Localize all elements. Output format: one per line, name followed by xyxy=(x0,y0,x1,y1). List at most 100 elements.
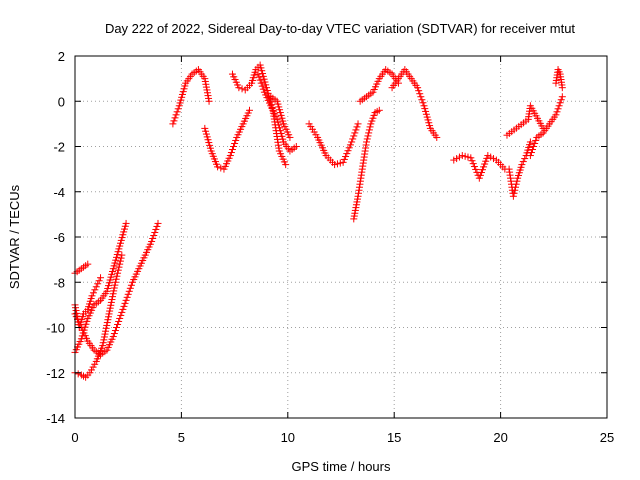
data-point xyxy=(91,286,99,294)
data-point xyxy=(153,222,161,230)
x-tick-label: 25 xyxy=(600,430,614,445)
data-point xyxy=(111,281,119,289)
chart-title: Day 222 of 2022, Sidereal Day-to-day VTE… xyxy=(105,21,575,36)
data-point xyxy=(351,129,359,137)
data-point xyxy=(111,278,119,286)
data-point xyxy=(116,260,124,268)
data-point xyxy=(339,158,347,166)
data-point xyxy=(458,152,466,160)
data-point xyxy=(122,219,130,227)
data-point xyxy=(82,320,90,328)
y-tick-label: -4 xyxy=(53,185,65,200)
data-point xyxy=(349,135,357,143)
data-point xyxy=(171,114,179,122)
data-point xyxy=(519,158,527,166)
data-point xyxy=(343,150,351,158)
data-point xyxy=(125,287,133,295)
data-point xyxy=(331,161,339,169)
data-point xyxy=(464,153,472,161)
data-point xyxy=(282,161,290,169)
data-point xyxy=(419,99,427,107)
data-point xyxy=(126,284,134,292)
data-point xyxy=(414,84,422,92)
y-tick-label: 2 xyxy=(58,49,65,64)
data-point xyxy=(94,280,102,288)
data-point xyxy=(88,292,96,300)
data-point xyxy=(108,296,116,304)
data-point xyxy=(344,147,352,155)
data-point xyxy=(484,152,492,160)
data-point xyxy=(258,82,266,90)
data-point xyxy=(102,327,110,335)
data-point xyxy=(169,120,177,128)
data-point xyxy=(115,263,123,271)
data-point xyxy=(255,73,263,81)
data-point xyxy=(149,235,157,243)
x-tick-label: 10 xyxy=(281,430,295,445)
data-point xyxy=(124,290,132,298)
data-point xyxy=(556,99,564,107)
data-point xyxy=(526,152,534,160)
data-point xyxy=(107,301,115,309)
y-tick-label: 0 xyxy=(58,94,65,109)
data-point xyxy=(510,189,518,197)
data-point xyxy=(152,225,160,233)
data-point xyxy=(110,284,118,292)
data-point xyxy=(416,90,424,98)
data-point xyxy=(455,153,463,161)
data-point xyxy=(472,165,480,173)
data-point xyxy=(112,275,120,283)
data-point xyxy=(95,277,103,285)
data-point xyxy=(111,327,119,335)
data-point xyxy=(526,138,534,146)
data-point xyxy=(363,138,371,146)
data-point xyxy=(110,330,118,338)
data-point xyxy=(172,111,180,119)
data-point xyxy=(417,93,425,101)
data-point xyxy=(173,108,181,116)
data-point xyxy=(117,311,125,319)
x-tick-label: 20 xyxy=(493,430,507,445)
data-point xyxy=(418,96,426,104)
data-point xyxy=(512,180,520,188)
data-point xyxy=(92,283,100,291)
data-point xyxy=(205,97,213,105)
data-point xyxy=(558,84,566,92)
data-point xyxy=(509,192,517,200)
data-point xyxy=(557,96,565,104)
y-tick-label: -6 xyxy=(53,230,65,245)
data-point xyxy=(364,132,372,140)
data-point xyxy=(151,228,159,236)
data-point xyxy=(354,120,362,128)
data-point xyxy=(511,186,519,194)
data-point xyxy=(114,320,122,328)
data-point xyxy=(97,274,105,282)
data-point xyxy=(148,238,156,246)
data-point xyxy=(104,313,112,321)
data-point xyxy=(433,133,441,141)
data-point xyxy=(286,133,294,141)
data-point xyxy=(232,136,240,144)
data-point xyxy=(112,324,120,331)
data-point xyxy=(336,159,344,167)
data-point xyxy=(467,154,475,162)
data-point xyxy=(99,342,107,350)
data-point xyxy=(118,308,126,316)
data-point xyxy=(89,289,97,297)
data-point xyxy=(511,183,519,191)
data-point xyxy=(365,129,373,137)
y-tick-label: -12 xyxy=(46,366,65,381)
x-tick-label: 5 xyxy=(178,430,185,445)
x-tick-label: 0 xyxy=(71,430,78,445)
data-point xyxy=(552,111,560,119)
data-point xyxy=(154,219,162,227)
data-point xyxy=(110,287,118,295)
data-point xyxy=(114,266,122,274)
y-tick-label: -8 xyxy=(53,275,65,290)
data-point xyxy=(450,156,458,164)
data-point xyxy=(345,144,353,152)
data-point xyxy=(115,317,123,325)
data-point xyxy=(117,254,125,262)
x-tick-label: 15 xyxy=(387,430,401,445)
data-point xyxy=(256,76,264,84)
